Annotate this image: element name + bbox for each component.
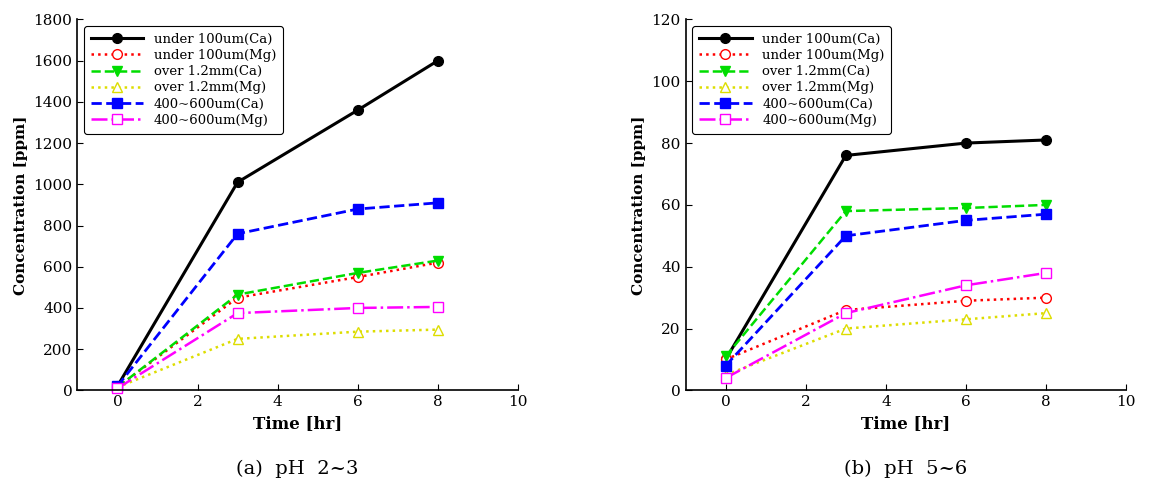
Line: 400~600um(Mg): 400~600um(Mg) <box>721 268 1051 383</box>
Line: under 100um(Ca): under 100um(Ca) <box>113 56 443 391</box>
400~600um(Ca) <box>231 231 245 237</box>
Text: (b)  pH  5~6: (b) pH 5~6 <box>844 460 967 478</box>
over 1.2mm(Mg) <box>351 329 365 335</box>
400~600um(Mg) <box>719 375 733 381</box>
Line: 400~600um(Ca): 400~600um(Ca) <box>113 198 443 391</box>
under 100um(Mg) <box>231 295 245 301</box>
over 1.2mm(Ca) <box>231 292 245 298</box>
Line: under 100um(Ca): under 100um(Ca) <box>721 135 1051 365</box>
under 100um(Mg) <box>431 260 445 265</box>
Y-axis label: Concentration [ppm]: Concentration [ppm] <box>14 115 28 295</box>
400~600um(Mg) <box>959 283 973 288</box>
400~600um(Ca) <box>110 384 124 389</box>
X-axis label: Time [hr]: Time [hr] <box>861 415 951 432</box>
400~600um(Ca) <box>719 363 733 368</box>
over 1.2mm(Ca) <box>840 208 853 214</box>
over 1.2mm(Mg) <box>959 316 973 322</box>
Y-axis label: Concentration [ppm]: Concentration [ppm] <box>631 115 646 295</box>
over 1.2mm(Ca) <box>959 205 973 211</box>
400~600um(Ca) <box>351 206 365 212</box>
under 100um(Mg) <box>351 274 365 280</box>
under 100um(Mg) <box>719 357 733 363</box>
under 100um(Mg) <box>840 307 853 313</box>
over 1.2mm(Ca) <box>351 270 365 276</box>
over 1.2mm(Mg) <box>431 326 445 332</box>
400~600um(Mg) <box>1040 270 1053 276</box>
Line: over 1.2mm(Mg): over 1.2mm(Mg) <box>721 308 1051 380</box>
under 100um(Ca) <box>431 58 445 63</box>
under 100um(Ca) <box>1040 137 1053 143</box>
over 1.2mm(Mg) <box>719 372 733 378</box>
over 1.2mm(Mg) <box>110 385 124 390</box>
Line: over 1.2mm(Ca): over 1.2mm(Ca) <box>113 256 443 392</box>
Line: 400~600um(Ca): 400~600um(Ca) <box>721 209 1051 370</box>
X-axis label: Time [hr]: Time [hr] <box>253 415 343 432</box>
Legend: under 100um(Ca), under 100um(Mg), over 1.2mm(Ca), over 1.2mm(Mg), 400~600um(Ca),: under 100um(Ca), under 100um(Mg), over 1… <box>84 26 283 134</box>
under 100um(Ca) <box>719 357 733 363</box>
400~600um(Ca) <box>431 200 445 206</box>
400~600um(Mg) <box>351 305 365 311</box>
400~600um(Ca) <box>959 218 973 224</box>
400~600um(Ca) <box>1040 211 1053 217</box>
Line: over 1.2mm(Ca): over 1.2mm(Ca) <box>721 200 1051 361</box>
over 1.2mm(Ca) <box>110 385 124 390</box>
under 100um(Ca) <box>840 152 853 158</box>
under 100um(Mg) <box>110 385 124 390</box>
400~600um(Mg) <box>110 386 124 391</box>
under 100um(Mg) <box>959 298 973 304</box>
400~600um(Mg) <box>840 310 853 316</box>
under 100um(Ca) <box>351 107 365 113</box>
Line: 400~600um(Mg): 400~600um(Mg) <box>113 302 443 393</box>
under 100um(Mg) <box>1040 295 1053 301</box>
over 1.2mm(Ca) <box>719 353 733 359</box>
over 1.2mm(Mg) <box>1040 310 1053 316</box>
under 100um(Ca) <box>231 179 245 185</box>
400~600um(Mg) <box>431 304 445 310</box>
400~600um(Mg) <box>231 310 245 316</box>
Line: under 100um(Mg): under 100um(Mg) <box>721 293 1051 365</box>
over 1.2mm(Ca) <box>1040 202 1053 208</box>
Legend: under 100um(Ca), under 100um(Mg), over 1.2mm(Ca), over 1.2mm(Mg), 400~600um(Ca),: under 100um(Ca), under 100um(Mg), over 1… <box>692 26 891 134</box>
over 1.2mm(Mg) <box>231 336 245 342</box>
Line: over 1.2mm(Mg): over 1.2mm(Mg) <box>113 325 443 392</box>
400~600um(Ca) <box>840 233 853 239</box>
Text: (a)  pH  2~3: (a) pH 2~3 <box>237 460 359 478</box>
over 1.2mm(Ca) <box>431 258 445 264</box>
Line: under 100um(Mg): under 100um(Mg) <box>113 258 443 392</box>
under 100um(Ca) <box>959 140 973 146</box>
under 100um(Ca) <box>110 384 124 389</box>
over 1.2mm(Mg) <box>840 325 853 331</box>
